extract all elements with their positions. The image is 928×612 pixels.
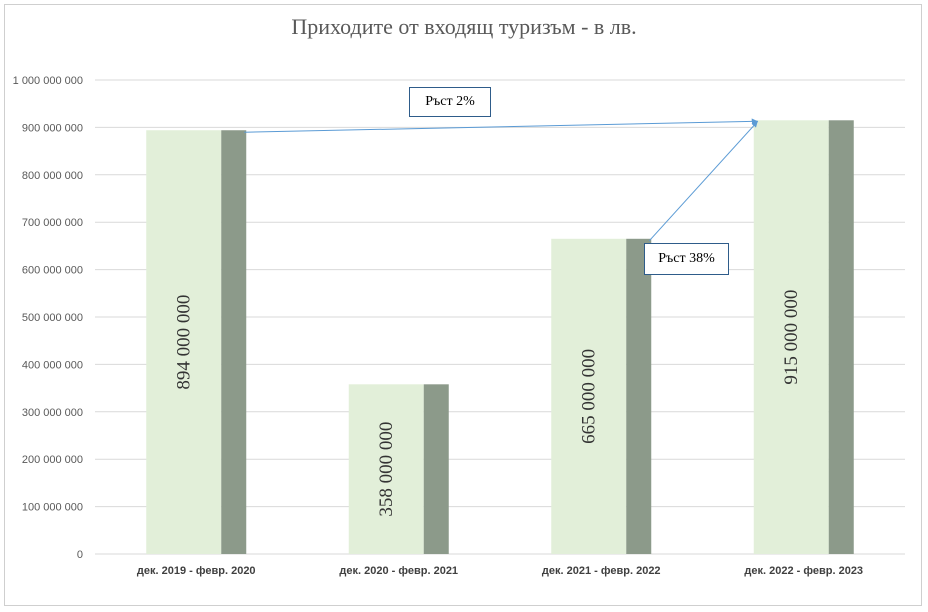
y-tick-label: 1 000 000 000 xyxy=(13,75,83,87)
x-tick-label: дек. 2020 - февр. 2021 xyxy=(339,565,458,577)
bar xyxy=(753,120,829,554)
growth-arrow xyxy=(648,120,759,242)
bar xyxy=(146,130,222,554)
bar-shadow xyxy=(423,384,449,554)
y-tick-label: 400 000 000 xyxy=(22,359,83,371)
chart-title: Приходите от входящ туризъм - в лв. xyxy=(291,14,637,39)
y-tick-label: 100 000 000 xyxy=(22,502,83,514)
x-tick-label: дек. 2019 - февр. 2020 xyxy=(137,565,256,577)
bar-shadow xyxy=(626,238,652,555)
x-tick-label: дек. 2021 - февр. 2022 xyxy=(542,565,661,577)
bar xyxy=(348,384,424,554)
annotation-growth-2: Ръст 2% xyxy=(409,87,491,117)
bar xyxy=(551,238,627,555)
data-label: 665 000 000 xyxy=(579,349,600,444)
y-tick-label: 500 000 000 xyxy=(22,312,83,324)
y-tick-label: 800 000 000 xyxy=(22,170,83,182)
y-tick-label: 200 000 000 xyxy=(22,454,83,466)
y-tick-label: 300 000 000 xyxy=(22,407,83,419)
y-tick-label: 900 000 000 xyxy=(22,122,83,134)
bar-shadow xyxy=(828,120,854,554)
bar-shadow xyxy=(221,130,247,554)
growth-arrow xyxy=(244,118,758,133)
y-tick-label: 0 xyxy=(77,549,83,561)
data-label: 915 000 000 xyxy=(781,290,802,385)
data-label: 358 000 000 xyxy=(376,422,397,517)
annotation-growth-38: Ръст 38% xyxy=(644,243,729,275)
data-label: 894 000 000 xyxy=(174,295,195,390)
y-tick-label: 700 000 000 xyxy=(22,217,83,229)
x-tick-label: дек. 2022 - февр. 2023 xyxy=(744,565,863,577)
y-tick-label: 600 000 000 xyxy=(22,265,83,277)
